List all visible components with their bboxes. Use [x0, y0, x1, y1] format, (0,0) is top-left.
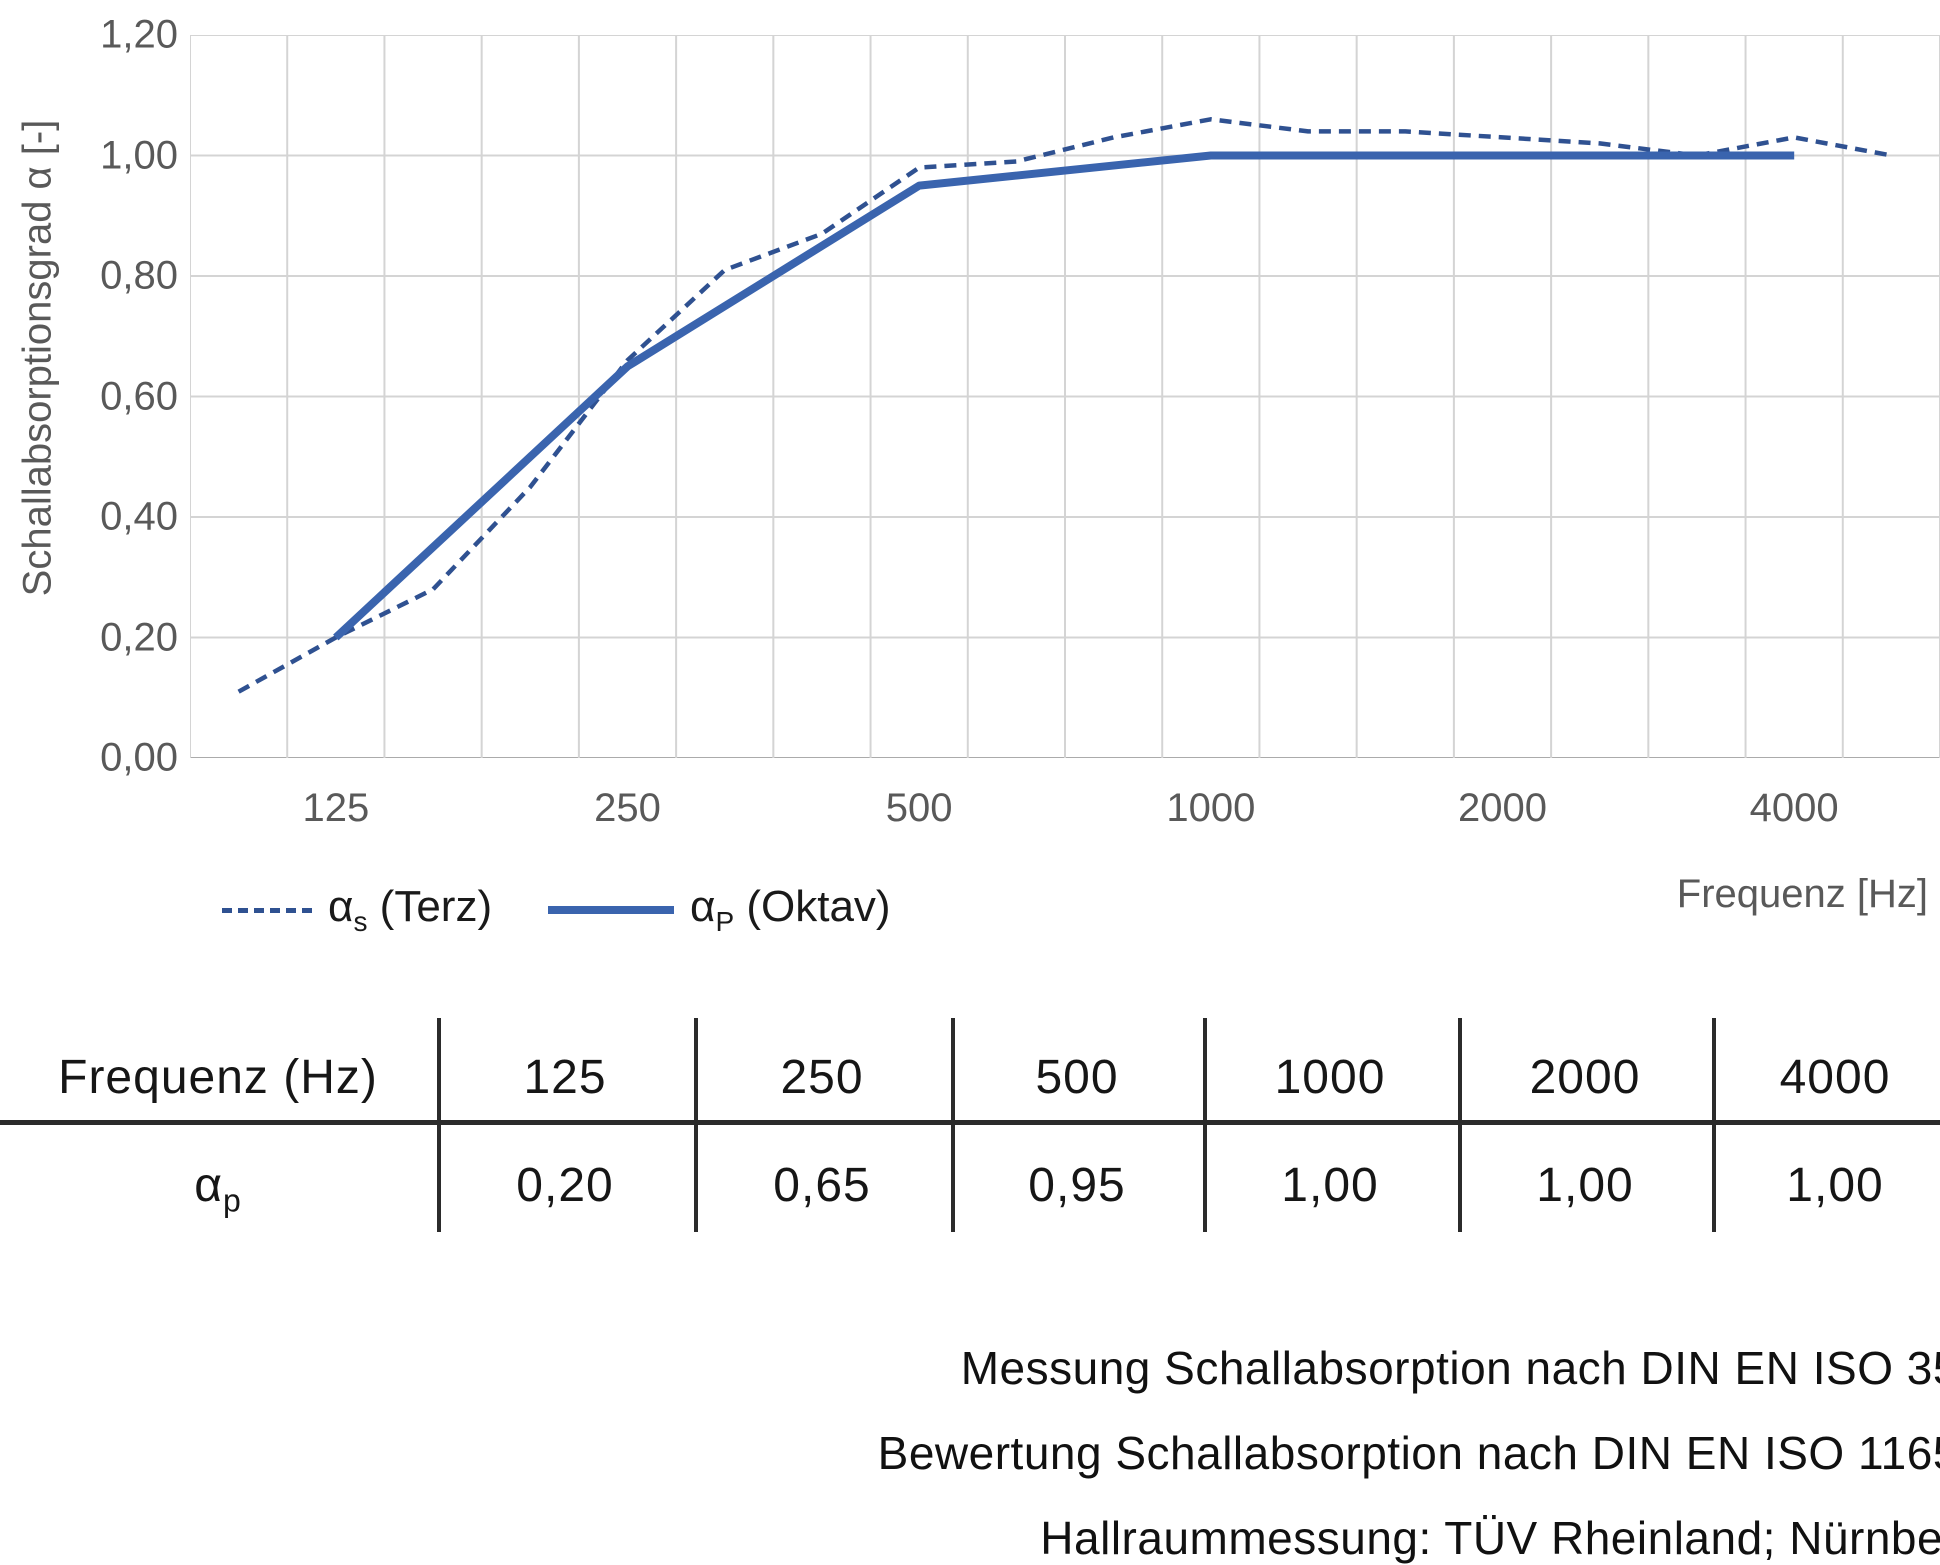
legend-item-alpha-p-oktav: αP (Oktav) [548, 880, 891, 940]
table-header-cell: 125 [523, 1051, 607, 1104]
y-tick-label: 1,20 [100, 12, 178, 57]
y-tick-label: 0,60 [100, 374, 178, 418]
legend-series-name: (Terz) [379, 882, 493, 932]
table-column-divider [437, 1018, 441, 1232]
x-tick-label: 2000 [1458, 786, 1547, 830]
table-row-label-alpha-p: αp [194, 1158, 242, 1220]
table-header-cell: Frequenz (Hz) [58, 1051, 378, 1104]
footer-line-measurement: Messung Schallabsorption nach DIN EN ISO… [960, 1342, 1940, 1394]
table-header-rule [0, 1120, 1940, 1125]
table-column-divider [951, 1018, 955, 1232]
plot-area [190, 35, 1940, 758]
alpha-p-line [333, 151, 1795, 641]
table-value-cell: 0,95 [1028, 1159, 1126, 1212]
legend-alpha-symbol: α [328, 882, 354, 932]
solid-line-sample-icon [548, 906, 674, 914]
legend-label-alpha-s: αs (Terz) [328, 882, 492, 938]
x-tick-label: 125 [302, 786, 370, 830]
table-header-cell: 1000 [1274, 1051, 1386, 1104]
legend-label-alpha-p: αP (Oktav) [690, 882, 891, 938]
table-value-cell: 0,20 [516, 1159, 614, 1212]
y-tick-label: 0,40 [100, 494, 178, 539]
table-column-divider [1458, 1018, 1462, 1232]
alpha-symbol: α [194, 1159, 223, 1212]
table-header-cell: 4000 [1779, 1051, 1891, 1104]
legend-alpha-symbol: α [690, 882, 716, 932]
legend-series-name: (Oktav) [746, 882, 891, 932]
legend-alpha-subscript: P [715, 905, 735, 937]
footer-line-lab: Hallraummessung: TÜV Rheinland; Nürnberg [1040, 1512, 1940, 1564]
table-column-divider [1203, 1018, 1207, 1232]
alpha-subscript: p [222, 1182, 242, 1219]
table-value-cell: 1,00 [1281, 1159, 1379, 1212]
table-column-divider [1712, 1018, 1716, 1232]
y-tick-label: 1,00 [100, 133, 178, 177]
x-tick-label: 500 [885, 786, 953, 830]
y-tick-label: 0,80 [100, 253, 178, 298]
table-value-cell: 1,00 [1786, 1159, 1884, 1212]
dashed-line-sample-icon [222, 907, 312, 913]
x-axis-title: Frequenz [Hz] [1676, 872, 1928, 916]
legend-item-alpha-s-terz: αs (Terz) [222, 880, 492, 940]
table-value-cell: 1,00 [1536, 1159, 1634, 1212]
footer-notes: Messung Schallabsorption nach DIN EN ISO… [878, 1326, 1940, 1565]
legend-alpha-subscript: s [353, 905, 368, 937]
table-value-cell: 0,65 [773, 1159, 871, 1212]
table-header-cell: 250 [780, 1051, 864, 1104]
table-header-cell: 2000 [1529, 1051, 1641, 1104]
y-tick-label: 0,00 [100, 735, 178, 780]
table-column-divider [694, 1018, 698, 1232]
y-tick-label: 0,20 [100, 615, 178, 659]
x-tick-label: 250 [594, 786, 661, 830]
x-tick-label: 4000 [1749, 786, 1839, 830]
alpha-s-line [237, 117, 1892, 694]
table-header-cell: 500 [1035, 1051, 1119, 1104]
x-tick-label: 1000 [1166, 786, 1256, 830]
footer-line-evaluation: Bewertung Schallabsorption nach DIN EN I… [877, 1427, 1940, 1479]
